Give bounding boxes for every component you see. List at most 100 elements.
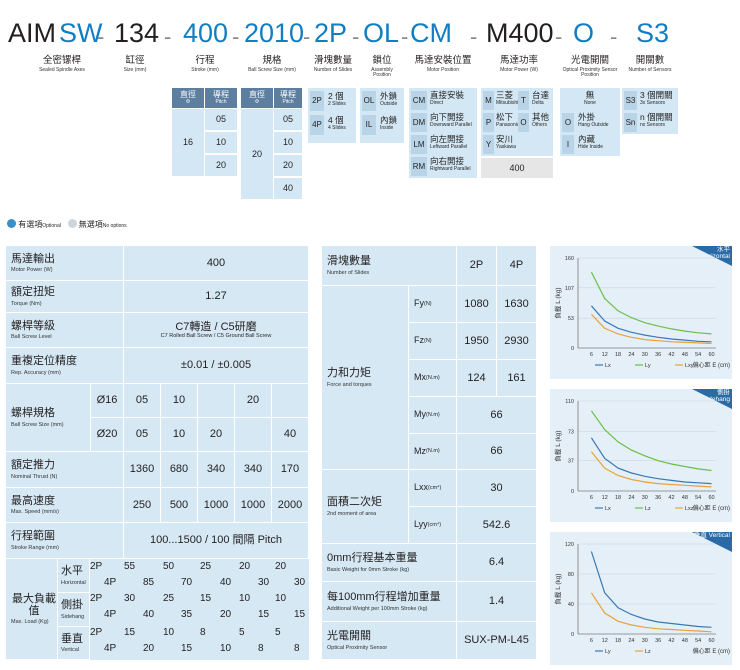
code-sw: SW xyxy=(59,18,103,48)
load-4p: 30 xyxy=(258,577,270,588)
option-tag: S3 xyxy=(624,91,637,110)
code-dash: - xyxy=(555,24,563,49)
caption: 缸徑 Size (mm) xyxy=(123,55,147,73)
row-label: 光電開關 Optical Proximity Sensor xyxy=(322,622,457,660)
load-4p: 15 xyxy=(258,609,270,620)
cell xyxy=(272,384,309,418)
cell: 2930 xyxy=(497,323,537,360)
option-tag: 2P xyxy=(310,91,324,111)
code-spec: 2010 xyxy=(244,18,305,48)
load-chart-svg: 0 40 80 120 6 12 18 24 30 36 42 48 54 60 負載 L (kg) Ly Lz… xyxy=(553,542,730,655)
caption: 規格 Ball Screw Size (mm) xyxy=(248,55,296,73)
cell: 170 xyxy=(272,452,309,488)
row-label: 最高速度 Max. Speed (mm/s) xyxy=(6,488,124,523)
row-label: 馬達輸出 Motor Power (W) xyxy=(6,246,124,281)
load-4p: 15 xyxy=(181,643,193,654)
cell: 1360 xyxy=(124,452,161,488)
legend-label: Ly xyxy=(645,363,651,369)
diameter-value: 20 xyxy=(241,109,273,199)
load-4p: 35 xyxy=(181,609,193,620)
spec-table-right: 滑塊數量 Number of Slides 2P 4P 力和力矩 Force and… xyxy=(322,246,537,660)
option-label: 向下開接 Downward Parallel xyxy=(430,112,472,128)
row-value: ±0.01 / ±0.005 xyxy=(124,348,309,384)
code-dash: - xyxy=(164,24,172,49)
force-label: Fz (N) xyxy=(409,323,457,360)
y-tick-label: 40 xyxy=(568,602,574,608)
cell: 10 xyxy=(161,384,198,418)
cell: 1950 xyxy=(457,323,497,360)
moment-label: Lxx (cm⁴) xyxy=(409,470,457,507)
chart-vertical: 0 40 80 120 6 12 18 24 30 36 42 48 54 60 負載 L (kg) Ly Lz… xyxy=(550,532,732,665)
x-tick-label: 60 xyxy=(708,352,714,358)
force-label: My (N.m) xyxy=(409,397,457,434)
x-tick-label: 42 xyxy=(668,638,674,644)
series-line-Lxz xyxy=(590,451,712,488)
cell: 66 xyxy=(457,397,537,434)
x-tick-label: 60 xyxy=(708,495,714,501)
x-axis-label: 偏心距 E (cm) xyxy=(693,361,730,369)
tag-4p: 4P xyxy=(104,643,117,654)
caption: 光電開關 Optical Proximity Sensor Position xyxy=(562,55,618,78)
load-4p: 10 xyxy=(220,643,232,654)
row-label: 額定推力 Nominal Thrust (N) xyxy=(6,452,124,488)
load-2p: 10 xyxy=(239,593,251,604)
x-tick-label: 36 xyxy=(655,352,661,358)
option-label: 向左開接 Leftward Parallel xyxy=(430,134,468,150)
option-tag: Y xyxy=(483,135,494,154)
load-4p: 30 xyxy=(294,577,306,588)
x-tick-label: 18 xyxy=(615,495,621,501)
load-4p: 20 xyxy=(220,609,232,620)
tag-2p: 2P xyxy=(90,561,103,572)
caption: 行程 Stroke (mm) xyxy=(191,55,219,73)
col-header: 直徑 Φ xyxy=(241,88,273,108)
x-tick-label: 48 xyxy=(682,352,688,358)
y-tick-label: 160 xyxy=(565,256,574,262)
force-label: Mz (N.m) xyxy=(409,434,457,470)
load-2p: 50 xyxy=(163,561,175,572)
cell: 1000 xyxy=(198,488,235,523)
code-dash: - xyxy=(352,24,360,49)
x-tick-label: 18 xyxy=(615,638,621,644)
cell: 05 xyxy=(124,384,161,418)
cell: 6.4 xyxy=(457,544,537,582)
y-tick-label: 0 xyxy=(571,346,574,352)
option-label: 其他 Others xyxy=(532,112,550,128)
option-tag: IL xyxy=(362,115,376,135)
load-2p: 5 xyxy=(239,627,245,638)
diameter-value: 16 xyxy=(172,109,204,176)
x-tick-label: 6 xyxy=(590,495,593,501)
cell: 250 xyxy=(124,488,161,523)
option-tag: O xyxy=(518,113,529,132)
caption: 鎖位 Assembly Position xyxy=(371,55,393,78)
moment-label: Lyy (cm⁴) xyxy=(409,507,457,544)
x-tick-label: 42 xyxy=(668,352,674,358)
caption: 馬達安裝位置 Motor Position xyxy=(414,55,472,73)
load-4p: 40 xyxy=(143,609,155,620)
cell: 66 xyxy=(457,434,537,470)
load-2p: 15 xyxy=(200,593,212,604)
load-4p: 20 xyxy=(143,643,155,654)
load-orientation: 垂直 Vertical xyxy=(58,627,90,660)
row-label: 每100mm行程增加重量 Additional Weight per 100mm … xyxy=(322,582,457,622)
option-label: 台達 Delta xyxy=(532,90,550,106)
x-tick-label: 24 xyxy=(628,352,634,358)
option-label: 直接安裝 Direct xyxy=(430,90,465,106)
code-dash: - xyxy=(232,24,240,49)
y-tick-label: 0 xyxy=(571,632,574,638)
option-label: 安川 Yaskawa xyxy=(496,134,516,150)
option-label: 無 None xyxy=(584,90,596,106)
y-axis-label: 負載 L (kg) xyxy=(553,287,562,318)
pitch-value: 40 xyxy=(274,178,302,199)
cell: 10 xyxy=(161,418,198,452)
code-slides: 2P xyxy=(314,18,348,48)
option-tag: I xyxy=(562,135,574,154)
code-dash: - xyxy=(401,24,409,49)
row-value: C7轉造 / C5研磨 C7 Rolled Ball Screw / C5 Gro… xyxy=(124,313,309,348)
option-label: n 個開關 nx Sensors xyxy=(640,112,673,128)
load-4p: 8 xyxy=(294,643,300,654)
cell: 30 xyxy=(457,470,537,507)
load-4p: 85 xyxy=(143,577,155,588)
col-header: 直徑 Φ xyxy=(172,88,204,108)
option-tag: 4P xyxy=(310,115,324,135)
